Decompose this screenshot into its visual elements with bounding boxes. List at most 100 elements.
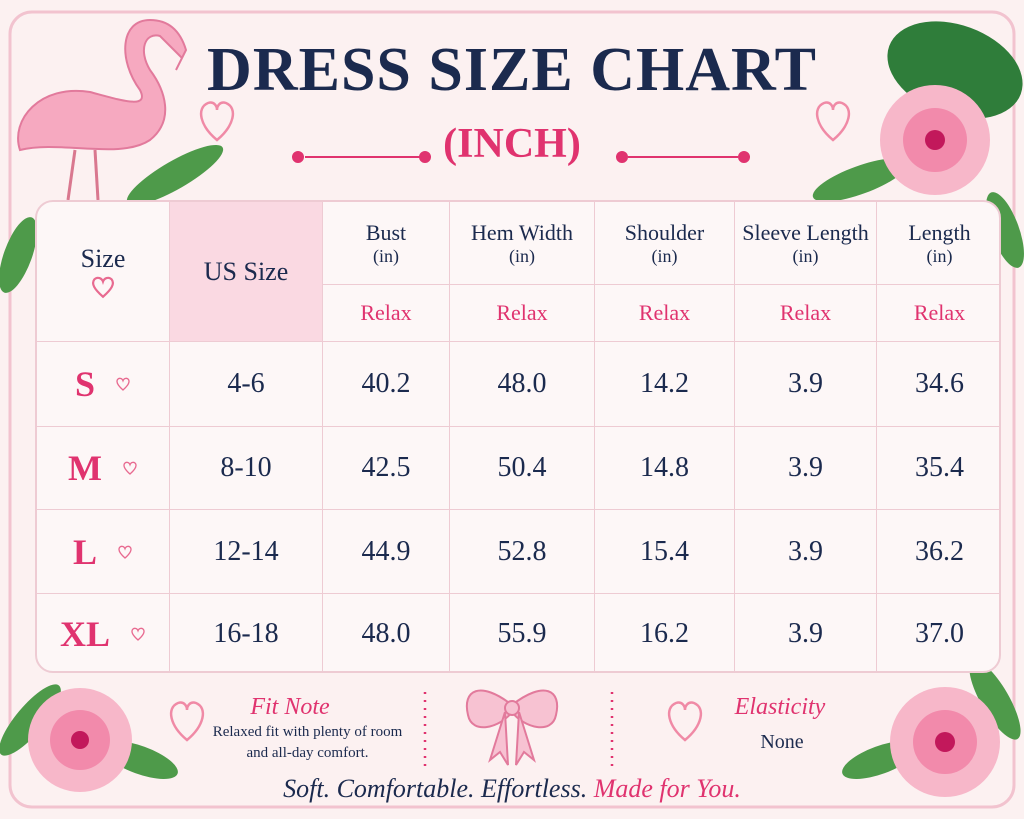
table-cell: 34.6 <box>877 342 999 427</box>
table-cell: 16-18 <box>170 594 323 671</box>
table-cell: 15.4 <box>595 510 735 594</box>
column-label: US Size <box>203 256 289 286</box>
table-cell: 8-10 <box>170 427 323 510</box>
fit-label: Relax <box>638 300 691 325</box>
elasticity-title: Elasticity <box>734 694 826 720</box>
cell-value: 42.5 <box>361 452 411 483</box>
header-cell: Shoulder (in) <box>595 202 735 285</box>
table-cell: 16.2 <box>595 594 735 671</box>
table-cell: 37.0 <box>877 594 999 671</box>
table-cell: 40.2 <box>323 342 450 427</box>
header-cell: Length (in) <box>877 202 999 285</box>
fit-cell: Relax <box>450 285 595 342</box>
table-cell: 14.8 <box>595 427 735 510</box>
table-cell: M <box>37 427 170 510</box>
title-ornaments <box>292 151 750 163</box>
fit-label: Relax <box>913 300 966 325</box>
cell-value: 14.8 <box>640 452 689 483</box>
column-unit: (in) <box>792 245 819 266</box>
size-table: Size US Size Bust (in) Relax Hem Width (in) Rel… <box>35 200 1001 673</box>
fit-label: Relax <box>496 300 548 325</box>
table-cell: 3.9 <box>735 427 877 510</box>
column-unit: (in) <box>651 245 678 266</box>
fit-note-text: Relaxed fit with plenty of room and all-… <box>212 724 403 761</box>
cell-value: 15.4 <box>640 535 689 567</box>
header-cell: Sleeve Length (in) <box>735 202 877 285</box>
size-label: XL <box>59 614 110 654</box>
column-unit: (in) <box>373 245 399 266</box>
cell-value: 35.4 <box>915 452 964 483</box>
column-label: Bust <box>365 219 407 245</box>
table-cell: 4-6 <box>170 342 323 427</box>
cell-value: 36.2 <box>915 535 964 567</box>
column-unit: (in) <box>926 245 953 266</box>
fit-cell: Relax <box>595 285 735 342</box>
cell-value: 3.9 <box>788 535 823 567</box>
subtitle: (INCH) <box>443 121 581 167</box>
heart-icon <box>118 545 132 559</box>
column-label: Size <box>80 243 126 273</box>
cell-value: 37.0 <box>915 618 964 649</box>
hibiscus-flowers <box>28 85 1000 797</box>
cell-value: 48.0 <box>497 368 547 399</box>
tagline: Soft. Comfortable. Effortless. Made for … <box>0 774 1024 804</box>
cell-value: 44.9 <box>361 535 411 567</box>
table-cell: 42.5 <box>323 427 450 510</box>
column-unit: (in) <box>509 245 535 266</box>
cell-value: 16-18 <box>213 618 279 649</box>
table-cell: S <box>37 342 170 427</box>
table-cell: 50.4 <box>450 427 595 510</box>
column-label: Sleeve Length <box>742 219 869 245</box>
cell-value: 3.9 <box>788 452 823 483</box>
fit-cell: Relax <box>735 285 877 342</box>
cell-value: 48.0 <box>361 618 411 649</box>
cell-value: 40.2 <box>361 368 411 399</box>
tagline-text: Soft. Comfortable. Effortless. <box>283 774 588 803</box>
table-cell: L <box>37 510 170 594</box>
fit-cell: Relax <box>323 285 450 342</box>
heart-icon <box>123 461 137 475</box>
table-cell: 14.2 <box>595 342 735 427</box>
fit-label: Relax <box>779 300 832 325</box>
table-cell: 3.9 <box>735 342 877 427</box>
size-label: S <box>74 364 96 404</box>
table-cell: 48.0 <box>450 342 595 427</box>
table-cell: 3.9 <box>735 510 877 594</box>
cell-value: 3.9 <box>788 368 823 399</box>
cell-value: 16.2 <box>640 618 689 649</box>
table-cell: 35.4 <box>877 427 999 510</box>
column-label: Length <box>908 219 971 245</box>
heart-icon <box>131 627 145 641</box>
cell-value: 52.8 <box>497 535 547 567</box>
cell-value: 55.9 <box>497 618 547 649</box>
fit-cell: Relax <box>877 285 999 342</box>
fit-note-title: Fit Note <box>250 694 330 720</box>
table-cell: 44.9 <box>323 510 450 594</box>
size-label: L <box>72 531 97 572</box>
cell-value: 14.2 <box>640 368 689 399</box>
header-cell: Size <box>37 202 170 342</box>
table-cell: XL <box>37 594 170 671</box>
column-label: Shoulder <box>624 219 705 245</box>
table-cell: 36.2 <box>877 510 999 594</box>
fit-label: Relax <box>360 300 412 325</box>
heart-icon <box>116 377 130 391</box>
cell-value: 3.9 <box>788 618 823 649</box>
elasticity-value: None <box>760 731 804 753</box>
bow <box>465 689 559 766</box>
cell-value: 4-6 <box>227 368 265 399</box>
header-cell: US Size <box>170 202 323 342</box>
cell-value: 12-14 <box>213 535 279 567</box>
cell-value: 8-10 <box>220 452 272 483</box>
table-cell: 55.9 <box>450 594 595 671</box>
cell-value: 50.4 <box>497 452 547 483</box>
table-cell: 48.0 <box>323 594 450 671</box>
table-cell: 52.8 <box>450 510 595 594</box>
header-cell: Hem Width (in) <box>450 202 595 285</box>
footer-dividers <box>423 692 614 770</box>
table-cell: 3.9 <box>735 594 877 671</box>
flamingo <box>17 18 188 201</box>
header-cell: Bust (in) <box>323 202 450 285</box>
